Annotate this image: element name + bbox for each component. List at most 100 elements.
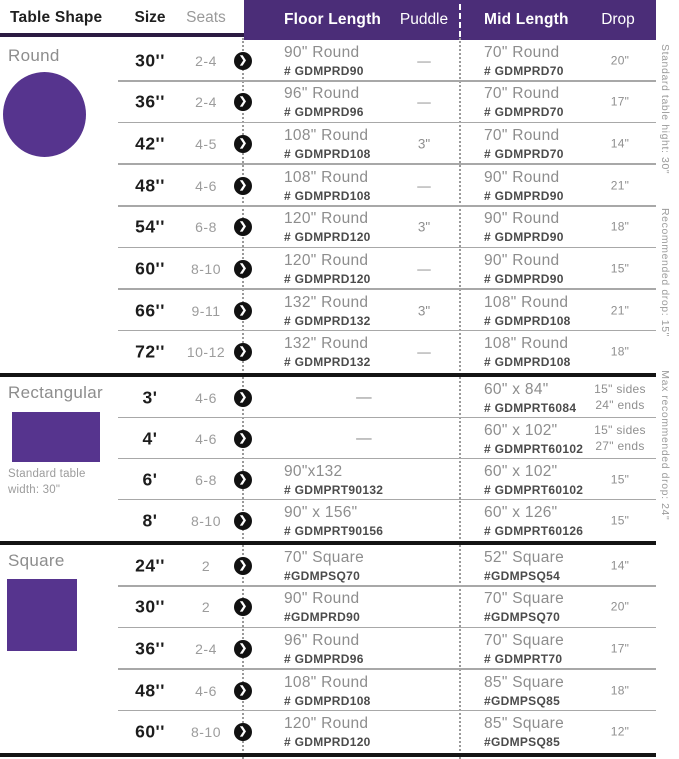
drop-value: 21" bbox=[610, 178, 630, 193]
drop-value: 15" sides bbox=[594, 422, 646, 437]
floor-length-cell: 120" Round # GDMPRD120 bbox=[284, 715, 434, 749]
chevron-right-circle-icon: ❯ bbox=[234, 681, 252, 700]
side-note-recommended-drop: Recommended drop: 15" bbox=[659, 207, 671, 337]
seats-cell: 2-4 bbox=[195, 94, 217, 111]
chevron-right-circle-icon: ❯ bbox=[234, 176, 252, 195]
mid-length-value: 70" Square bbox=[484, 590, 565, 608]
size-cell: 30'' bbox=[135, 50, 165, 71]
drop-cell: 14" bbox=[586, 557, 654, 574]
header-underline bbox=[0, 33, 244, 37]
section-square: Square 24'' 2 ❯ 70" Square #GDMPSQ70 52"… bbox=[0, 545, 656, 753]
table-row: 24'' 2 ❯ 70" Square #GDMPSQ70 52" Square… bbox=[0, 545, 656, 587]
mid-length-item-number: # GDMPRT6084 bbox=[484, 400, 577, 415]
size-cell: 36'' bbox=[135, 91, 165, 112]
mid-length-item-number: # GDMPRD70 bbox=[484, 147, 564, 162]
mid-length-cell: 90" Round # GDMPRD90 bbox=[484, 252, 634, 286]
mid-length-cell: 85" Square #GDMPSQ85 bbox=[484, 715, 634, 749]
table-row: 36'' 2-4 ❯ 96" Round # GDMPRD96 — 70" Ro… bbox=[0, 82, 656, 124]
mid-length-value: 85" Square bbox=[484, 715, 565, 733]
table-row: 60'' 8-10 ❯ 120" Round # GDMPRD120 — 90"… bbox=[0, 248, 656, 290]
floor-length-item-number: # GDMPRD120 bbox=[284, 271, 371, 286]
mid-length-item-number: # GDMPRD108 bbox=[484, 355, 571, 370]
mid-length-cell: 70" Round # GDMPRD70 bbox=[484, 44, 634, 78]
floor-length-item-number: #GDMPRD90 bbox=[284, 610, 361, 625]
drop-cell: 21" bbox=[586, 177, 654, 194]
drop-value: 15" sides bbox=[594, 381, 646, 396]
section-round: Round 30'' 2-4 ❯ 90" Round # GDMPRD90 — … bbox=[0, 40, 656, 373]
floor-length-value: 132" Round bbox=[284, 335, 369, 353]
drop-cell: 18" bbox=[586, 682, 654, 699]
floor-length-value: 120" Round bbox=[284, 210, 369, 228]
seats-cell: 10-12 bbox=[186, 344, 226, 361]
puddle-cell: — bbox=[417, 344, 431, 360]
shape-note: Standard table width: 30" bbox=[8, 468, 86, 496]
seats-cell: 2 bbox=[201, 599, 211, 616]
floor-length-value: — bbox=[356, 429, 372, 447]
floor-length-value: 90" Round bbox=[284, 590, 360, 608]
drop-cell: 14" bbox=[586, 136, 654, 153]
table-row: 30'' 2 ❯ 90" Round #GDMPRD90 70" Square … bbox=[0, 587, 656, 629]
chevron-right-circle-icon: ❯ bbox=[234, 723, 252, 742]
seats-cell: 2-4 bbox=[195, 640, 217, 657]
table-row: 60'' 8-10 ❯ 120" Round # GDMPRD120 85" S… bbox=[0, 711, 656, 753]
drop-value: 14" bbox=[610, 136, 630, 151]
mid-length-cell: 52" Square #GDMPSQ54 bbox=[484, 549, 634, 583]
seats-cell: 8-10 bbox=[190, 512, 222, 529]
drop-cell: 21" bbox=[586, 302, 654, 319]
shape-label: Rectangular bbox=[8, 383, 103, 402]
puddle-cell: — bbox=[417, 94, 431, 110]
mid-length-value: 70" Round bbox=[484, 127, 560, 145]
drop-value: 15" bbox=[610, 472, 630, 487]
mid-length-item-number: # GDMPRD70 bbox=[484, 105, 564, 120]
col-header-seats: Seats bbox=[186, 9, 226, 26]
size-cell: 6' bbox=[142, 469, 158, 489]
puddle-cell: — bbox=[417, 53, 431, 69]
side-note: Standard table hight: 30" Recommended dr… bbox=[659, 44, 671, 520]
drop-value: 15" bbox=[610, 261, 630, 276]
chevron-right-circle-icon: ❯ bbox=[234, 93, 252, 112]
drop-value-ends: 27" ends bbox=[595, 439, 645, 454]
mid-length-item-number: # GDMPRD90 bbox=[484, 230, 564, 245]
drop-value: 20" bbox=[610, 599, 630, 614]
mid-length-cell: 60" x 102" # GDMPRT60102 bbox=[484, 422, 634, 456]
shape-label: Round bbox=[8, 46, 60, 65]
drop-cell: 15" sides 24" ends bbox=[586, 381, 654, 415]
mid-length-cell: 60" x 126" # GDMPRT60126 bbox=[484, 504, 634, 538]
dotted-divider-right bbox=[459, 38, 461, 759]
drop-cell: 18" bbox=[586, 344, 654, 361]
mid-length-value: 60" x 126" bbox=[484, 503, 558, 521]
drop-value-ends: 24" ends bbox=[595, 398, 645, 413]
drop-cell: 15" sides 27" ends bbox=[586, 422, 654, 456]
puddle-cell: 3" bbox=[417, 303, 431, 319]
floor-length-item-number: # GDMPRD96 bbox=[284, 105, 364, 120]
mid-length-item-number: #GDMPSQ54 bbox=[484, 568, 561, 583]
mid-length-value: 52" Square bbox=[484, 548, 565, 566]
drop-value: 18" bbox=[610, 683, 630, 698]
drop-value: 14" bbox=[610, 558, 630, 573]
floor-length-item-number: #GDMPSQ70 bbox=[284, 568, 361, 583]
mid-length-cell: 70" Round # GDMPRD70 bbox=[484, 127, 634, 161]
floor-length-value: — bbox=[356, 388, 372, 406]
size-cell: 30'' bbox=[135, 596, 165, 617]
floor-length-value: 90"x132 bbox=[284, 462, 343, 480]
mid-length-value: 90" Round bbox=[484, 168, 560, 186]
floor-length-value: 90" x 156" bbox=[284, 503, 358, 521]
mid-length-cell: 108" Round # GDMPRD108 bbox=[484, 335, 634, 369]
floor-length-value: 132" Round bbox=[284, 293, 369, 311]
size-cell: 60'' bbox=[135, 258, 165, 279]
floor-length-value: 108" Round bbox=[284, 127, 369, 145]
floor-length-item-number: # GDMPRT90132 bbox=[284, 482, 384, 497]
table-row: 42'' 4-5 ❯ 108" Round # GDMPRD108 3" 70"… bbox=[0, 123, 656, 165]
chevron-right-circle-icon: ❯ bbox=[234, 556, 252, 575]
floor-length-item-number: # GDMPRD108 bbox=[284, 693, 371, 708]
chevron-right-circle-icon: ❯ bbox=[234, 301, 252, 320]
size-cell: 36'' bbox=[135, 638, 165, 659]
floor-length-value: 120" Round bbox=[284, 251, 369, 269]
seats-cell: 2-4 bbox=[195, 52, 217, 69]
floor-length-cell: 90"x132 # GDMPRT90132 bbox=[284, 463, 434, 497]
puddle-cell: — bbox=[417, 261, 431, 277]
table-row: 6' 6-8 ❯ 90"x132 # GDMPRT90132 60" x 102… bbox=[0, 459, 656, 500]
mid-length-value: 85" Square bbox=[484, 673, 565, 691]
mid-length-value: 108" Round bbox=[484, 335, 569, 353]
col-header-floor-length: Floor Length bbox=[284, 11, 382, 28]
